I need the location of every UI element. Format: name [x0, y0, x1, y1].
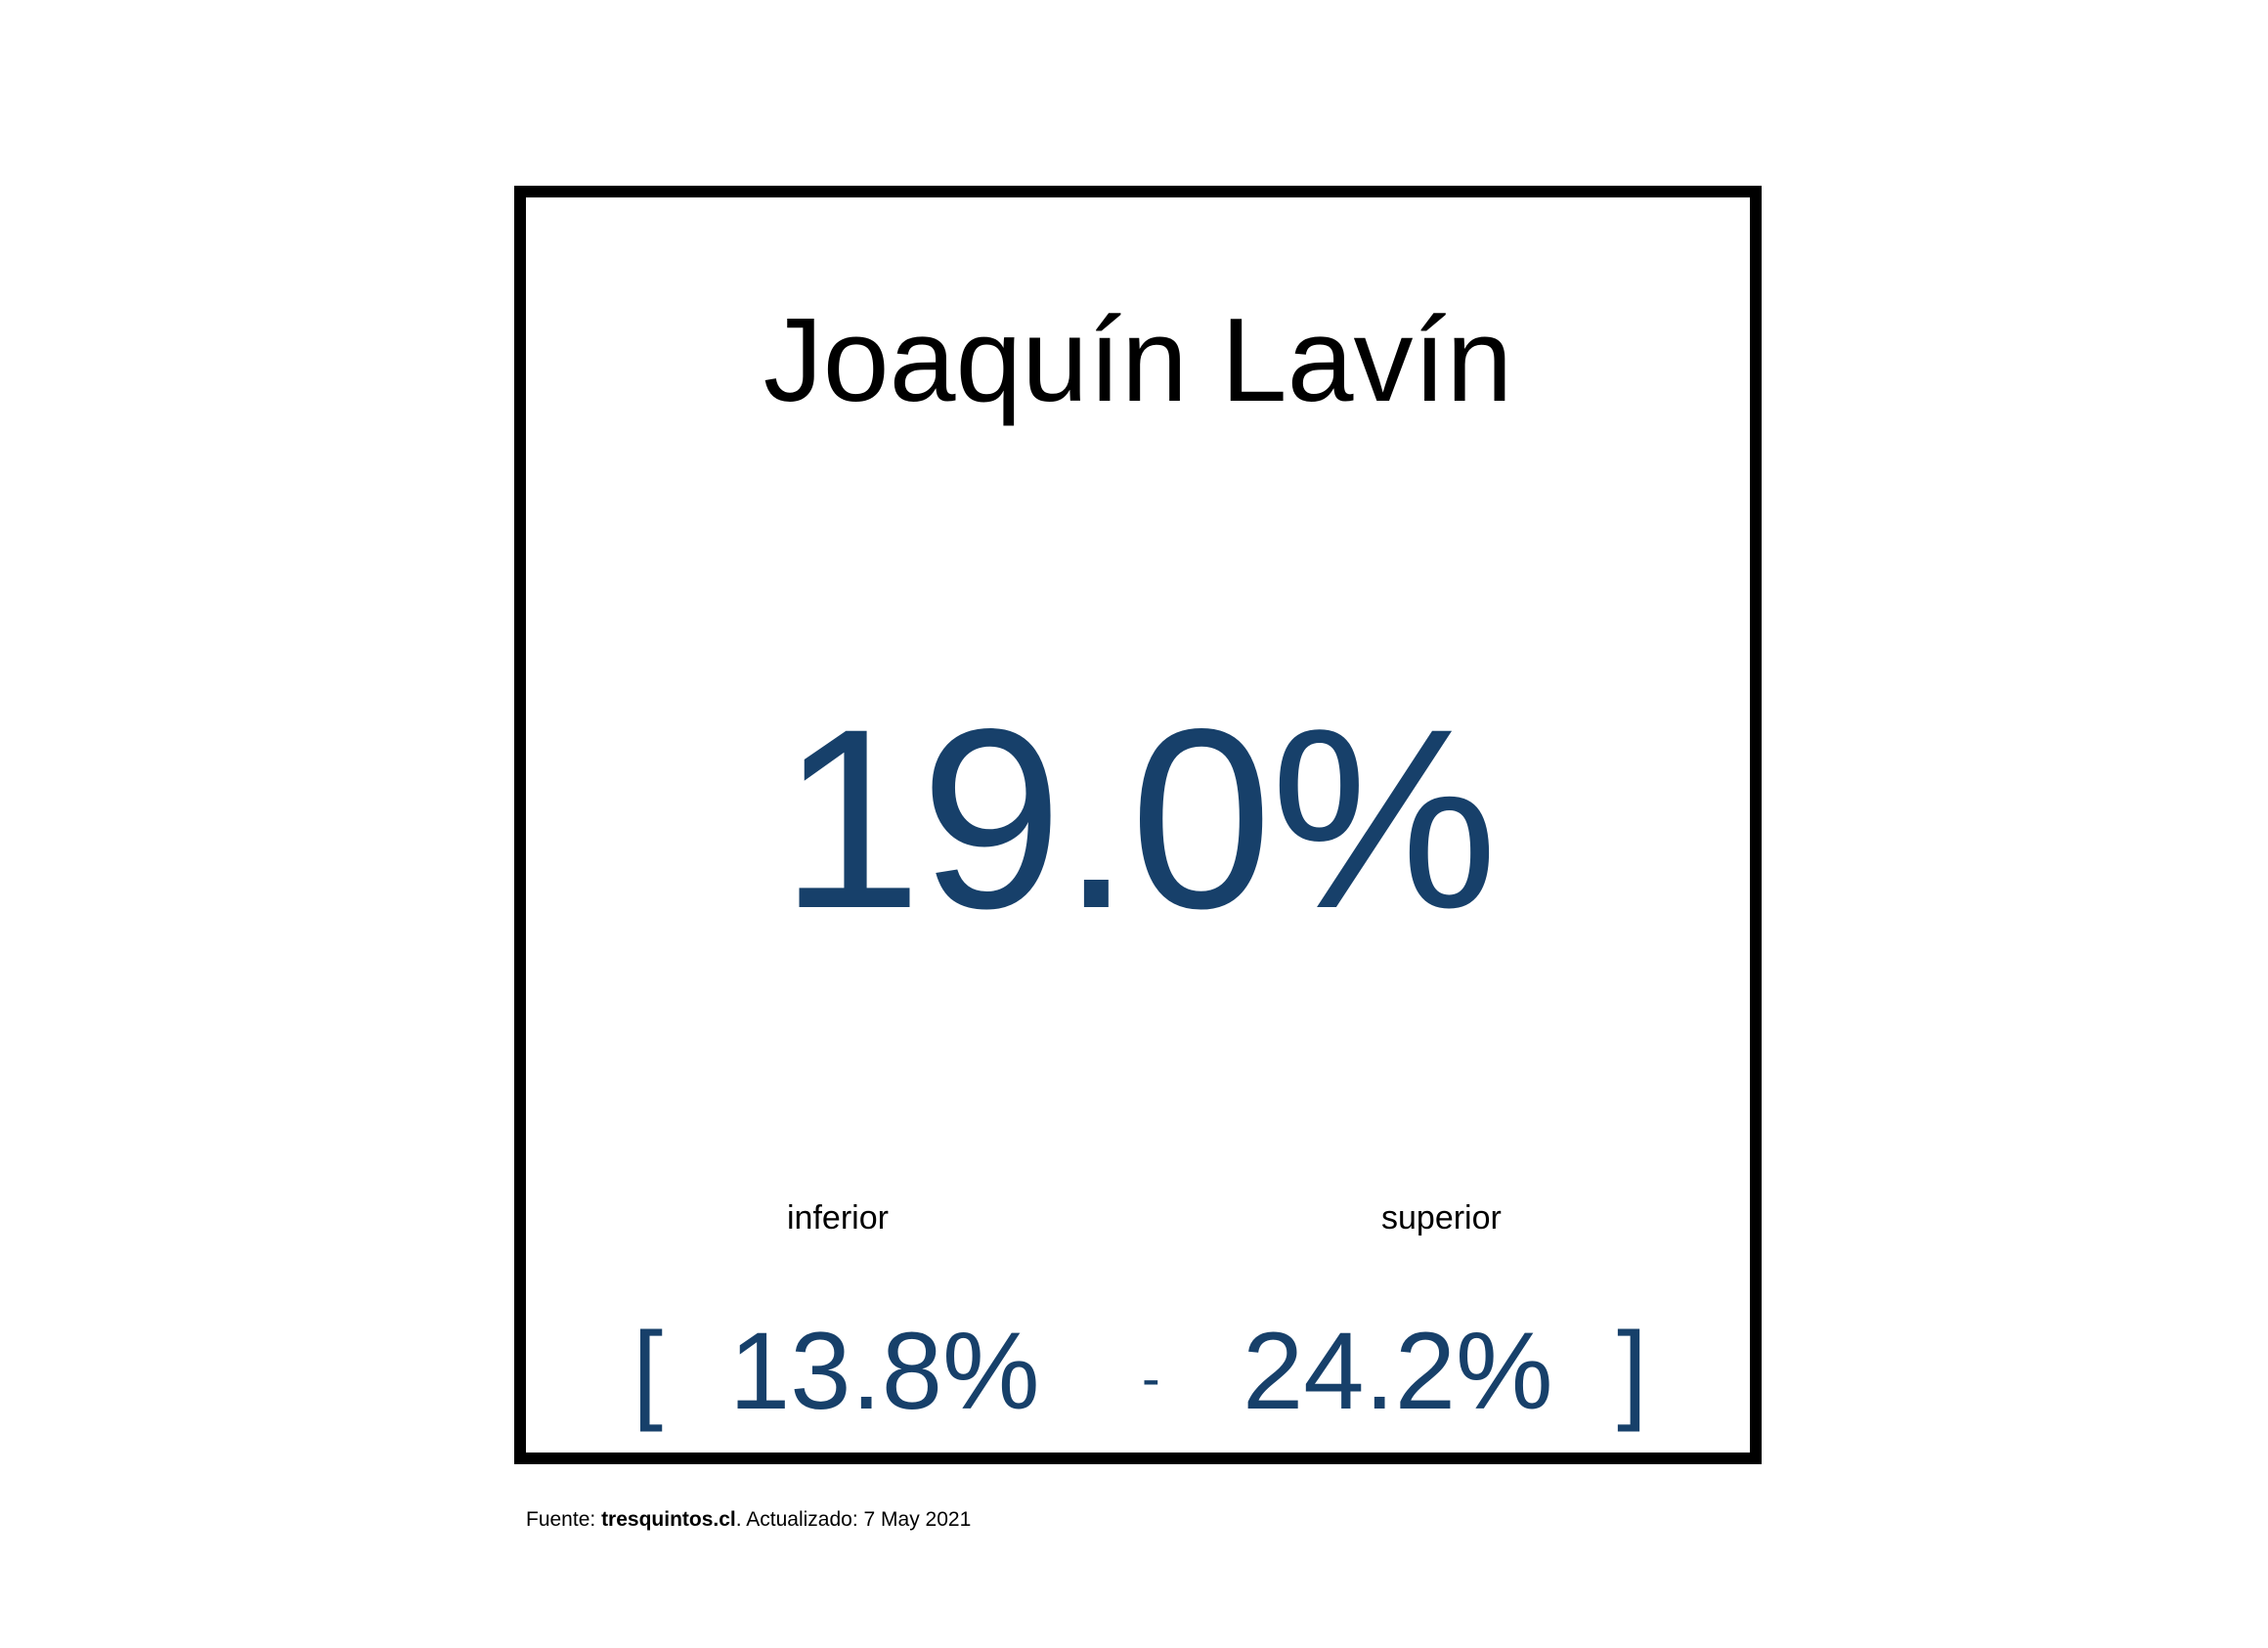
upper-bound-label: superior: [1381, 1199, 1502, 1236]
candidate-name: Joaquín Lavín: [763, 293, 1513, 426]
upper-bound-value: 24.2%: [1243, 1310, 1553, 1432]
source-footer: Fuente: tresquintos.cl. Actualizado: 7 M…: [526, 1509, 971, 1530]
footer-source-link: tresquintos.cl: [601, 1508, 736, 1531]
footer-prefix: Fuente:: [526, 1508, 602, 1531]
estimate-card: Joaquín Lavín 19.0% inferior superior [ …: [514, 186, 1762, 1464]
lower-bound-label: inferior: [787, 1199, 889, 1236]
interval-open-bracket: [: [632, 1310, 664, 1432]
interval-separator: -: [1142, 1347, 1160, 1409]
interval-close-bracket: ]: [1617, 1310, 1648, 1432]
footer-updated: . Actualizado: 7 May 2021: [735, 1508, 972, 1531]
lower-bound-value: 13.8%: [729, 1310, 1040, 1432]
point-estimate: 19.0%: [779, 675, 1499, 962]
